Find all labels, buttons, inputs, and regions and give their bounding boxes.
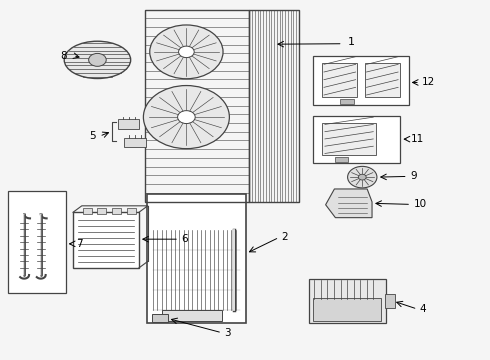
Text: 7: 7: [76, 239, 83, 249]
Text: 10: 10: [414, 199, 427, 210]
Text: 12: 12: [422, 77, 435, 87]
Polygon shape: [326, 189, 372, 218]
Bar: [314, 56, 409, 105]
Bar: [340, 99, 354, 104]
Bar: [365, 63, 400, 97]
Bar: [309, 279, 386, 323]
Text: 3: 3: [224, 328, 231, 338]
Bar: [322, 123, 376, 155]
Bar: [8, 191, 66, 293]
Text: 8: 8: [60, 50, 67, 60]
Text: 2: 2: [282, 232, 288, 242]
Circle shape: [89, 53, 106, 66]
Text: 6: 6: [181, 234, 188, 244]
Bar: [249, 10, 299, 202]
Bar: [152, 314, 168, 322]
Bar: [118, 119, 140, 129]
Text: 5: 5: [89, 131, 96, 141]
Circle shape: [144, 86, 229, 149]
Bar: [98, 208, 106, 214]
Bar: [335, 157, 347, 162]
Bar: [162, 310, 221, 321]
Bar: [322, 63, 357, 97]
Bar: [314, 298, 381, 320]
Circle shape: [358, 174, 366, 180]
Circle shape: [347, 166, 377, 188]
Circle shape: [178, 46, 194, 58]
Bar: [314, 116, 400, 163]
Ellipse shape: [64, 41, 131, 78]
Text: 11: 11: [411, 134, 424, 144]
Bar: [127, 208, 136, 214]
Bar: [112, 208, 121, 214]
Bar: [83, 208, 92, 214]
Text: 9: 9: [410, 171, 417, 181]
Bar: [145, 10, 249, 202]
Text: 4: 4: [420, 304, 427, 314]
Circle shape: [177, 111, 195, 123]
Bar: [385, 294, 395, 308]
Text: 1: 1: [347, 37, 355, 47]
Bar: [124, 138, 146, 147]
Circle shape: [150, 25, 223, 79]
Bar: [73, 212, 139, 268]
Bar: [147, 194, 246, 323]
